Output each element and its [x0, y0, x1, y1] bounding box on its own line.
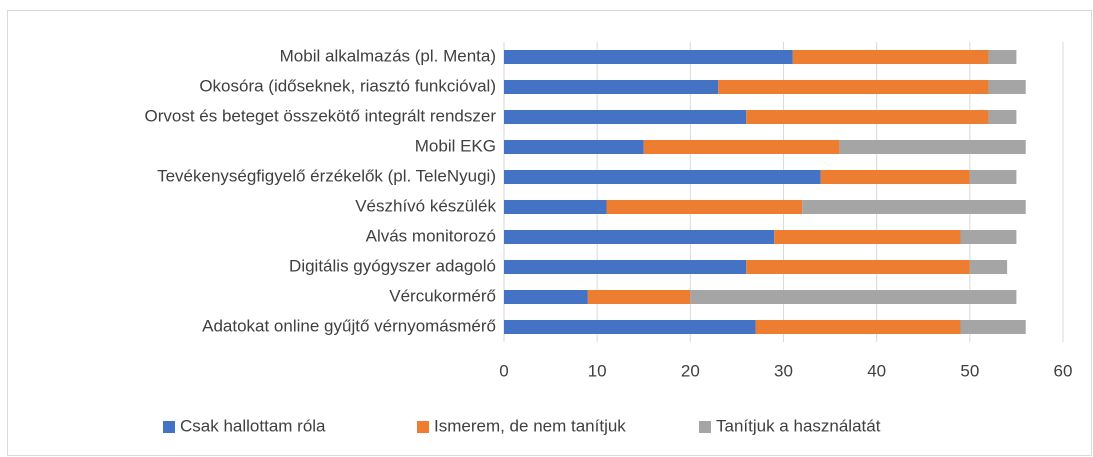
x-tick-label: 50 — [960, 361, 979, 380]
legend-swatch — [699, 421, 711, 433]
legend-label: Tanítjuk a használatát — [716, 416, 881, 435]
bar-segment — [690, 290, 1017, 304]
x-tick-label: 10 — [588, 361, 607, 380]
bar-segment — [643, 140, 840, 154]
bar-segment — [504, 170, 821, 184]
x-tick-label: 60 — [1054, 361, 1073, 380]
x-tick-label: 20 — [681, 361, 700, 380]
bar-segment — [746, 260, 970, 274]
legend-swatch — [163, 421, 175, 433]
bar-segment — [755, 320, 961, 334]
bar-segment — [504, 320, 756, 334]
bar-segment — [718, 80, 989, 94]
legend-swatch — [417, 421, 429, 433]
x-tick-label: 40 — [867, 361, 886, 380]
bar-segment — [988, 110, 1017, 124]
bar-segment — [969, 170, 1017, 184]
y-tick-label: Okosóra (időseknek, riasztó funkcióval) — [199, 76, 496, 95]
bar-segment — [969, 260, 1008, 274]
chart-frame — [7, 10, 1092, 456]
bar-segment — [792, 50, 989, 64]
x-tick-label: 0 — [499, 361, 508, 380]
y-tick-label: Vércukormérő — [389, 286, 496, 305]
legend-label: Ismerem, de nem tanítjuk — [434, 416, 626, 435]
y-tick-label: Orvost és beteget összekötő integrált re… — [144, 106, 496, 125]
bar-segment — [587, 290, 691, 304]
bar-segment — [504, 80, 719, 94]
bar-segment — [504, 140, 644, 154]
legend-label: Csak hallottam róla — [180, 416, 326, 435]
bar-segment — [839, 140, 1026, 154]
bar-segment — [504, 200, 607, 214]
bar-segment — [504, 230, 775, 244]
bar-segment — [746, 110, 989, 124]
bar-segment — [988, 50, 1017, 64]
y-tick-label: Adatokat online gyűjtő vérnyomásmérő — [202, 316, 496, 335]
bar-segment — [802, 200, 1026, 214]
bar-segment — [504, 110, 747, 124]
bar-segment — [504, 50, 793, 64]
y-tick-label: Mobil alkalmazás (pl. Menta) — [280, 46, 496, 65]
y-tick-label: Alvás monitorozó — [366, 226, 496, 245]
bar-segment — [960, 230, 1017, 244]
bar-segment — [820, 170, 970, 184]
bar-segment — [606, 200, 803, 214]
bar-segment — [988, 80, 1026, 94]
y-tick-label: Tevékenységfigyelő érzékelők (pl. TeleNy… — [157, 166, 496, 185]
y-tick-label: Digitális gyógyszer adagoló — [289, 256, 496, 275]
bar-segment — [504, 290, 588, 304]
bar-segment — [774, 230, 961, 244]
bar-segment — [960, 320, 1026, 334]
x-tick-label: 30 — [774, 361, 793, 380]
y-tick-label: Mobil EKG — [415, 136, 496, 155]
bar-segment — [504, 260, 747, 274]
y-tick-label: Vészhívó készülék — [355, 196, 496, 215]
